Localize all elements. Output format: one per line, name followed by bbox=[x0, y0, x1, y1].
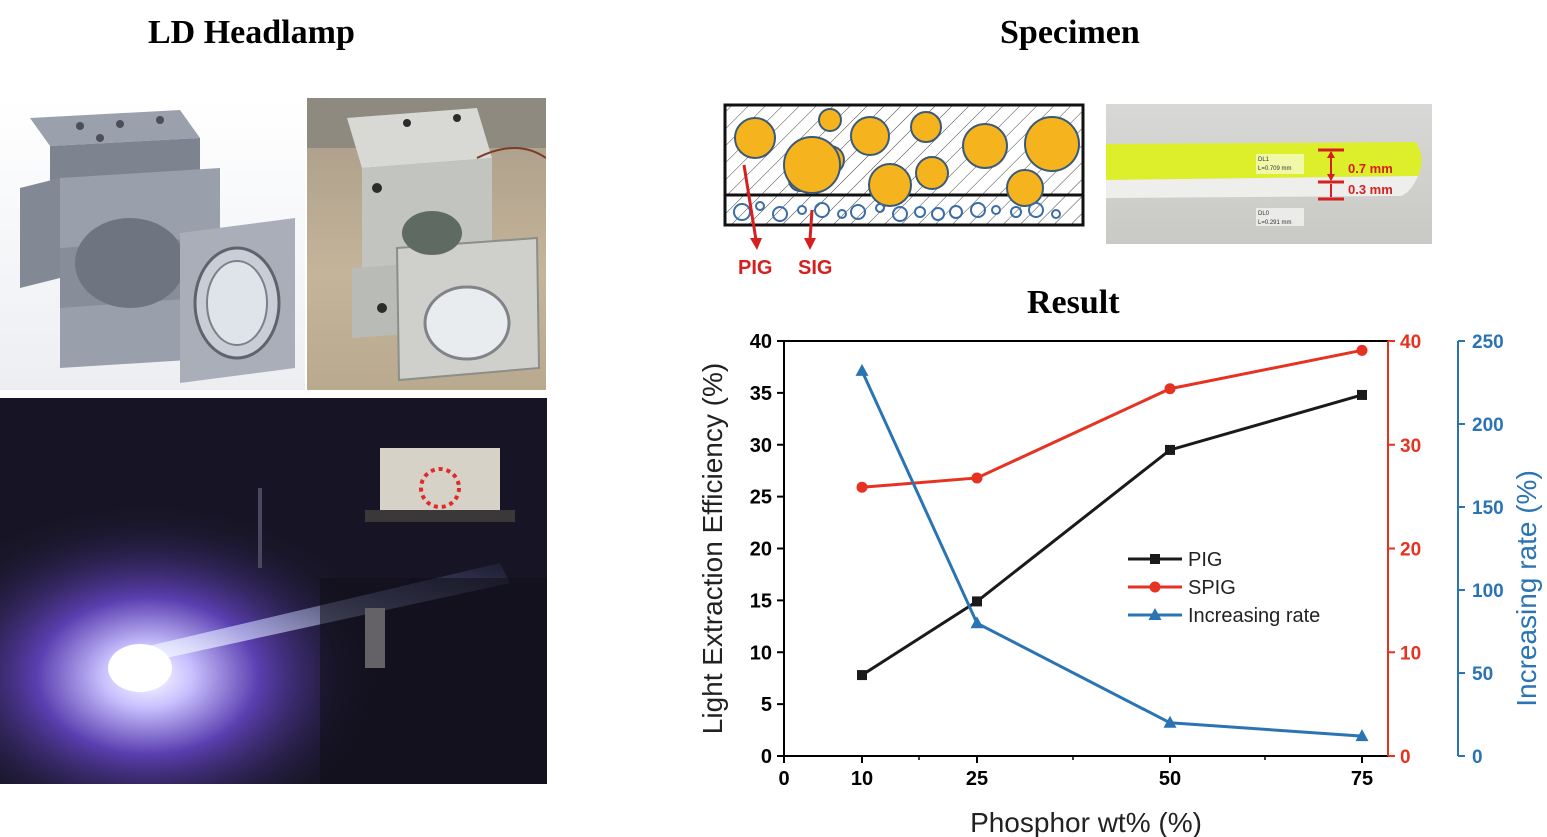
legend-label: SPIG bbox=[1188, 577, 1236, 599]
right2-tick-label: 0 bbox=[1472, 747, 1483, 768]
data-point-pig bbox=[1165, 444, 1175, 455]
legend-label: PIG bbox=[1188, 549, 1222, 571]
right1-tick-label: 30 bbox=[1400, 436, 1421, 457]
right1-tick-label: 40 bbox=[1400, 332, 1421, 353]
x-axis-label: Phosphor wt% (%) bbox=[970, 807, 1202, 837]
legend-marker bbox=[1150, 554, 1160, 564]
plot-frame bbox=[783, 340, 1389, 757]
data-point-spig bbox=[1164, 383, 1176, 395]
thickness-bottom: 0.3 mm bbox=[1348, 182, 1393, 197]
y-tick-label: 30 bbox=[750, 435, 772, 457]
micro-label-1b: L=0.709 mm bbox=[1258, 166, 1292, 172]
y-tick-label: 40 bbox=[750, 331, 772, 353]
legend-label: Increasing rate bbox=[1188, 605, 1320, 627]
data-point-pig bbox=[972, 596, 982, 607]
specimen-schematic: PIG SIG bbox=[720, 100, 1090, 285]
right2-tick-label: 250 bbox=[1472, 332, 1504, 353]
headlamp-photo bbox=[307, 98, 546, 390]
right1-tick-label: 20 bbox=[1400, 540, 1421, 561]
data-point-pig bbox=[1357, 389, 1367, 400]
data-point-increasing-rate bbox=[1355, 729, 1369, 742]
series-line-increasing-rate bbox=[860, 370, 1363, 738]
legend-marker bbox=[1148, 608, 1162, 620]
right2-tick-label: 150 bbox=[1472, 498, 1504, 519]
y-tick-label: 5 bbox=[761, 694, 772, 716]
x-tick-label: 75 bbox=[1351, 768, 1373, 790]
micro-label-1a: DL1 bbox=[1258, 157, 1270, 163]
y-axis-label: Light Extraction Efficiency (%) bbox=[697, 363, 728, 734]
micro-label-2b: L=0.291 mm bbox=[1258, 220, 1292, 226]
y-tick-label: 20 bbox=[750, 539, 772, 561]
series-line-spig bbox=[861, 348, 1363, 489]
right2-axis-label: Increasing rate (%) bbox=[1511, 470, 1542, 707]
headlamp-cad-render bbox=[0, 98, 305, 390]
thickness-top: 0.7 mm bbox=[1348, 161, 1393, 176]
scattering-particles bbox=[733, 201, 1061, 222]
x-tick-label: 0 bbox=[778, 768, 789, 790]
data-point-spig bbox=[856, 481, 868, 493]
right1-tick-label: 0 bbox=[1400, 747, 1411, 768]
phosphor-particles bbox=[734, 108, 1080, 207]
sig-label: SIG bbox=[798, 257, 832, 279]
data-point-increasing-rate bbox=[1163, 715, 1177, 728]
data-point-increasing-rate bbox=[855, 363, 869, 376]
data-point-spig bbox=[1356, 344, 1368, 356]
data-point-pig bbox=[857, 670, 867, 681]
data-point-spig bbox=[971, 472, 983, 484]
x-tick-label: 25 bbox=[966, 768, 988, 790]
y-tick-label: 10 bbox=[750, 642, 772, 664]
legend-marker bbox=[1149, 581, 1161, 593]
micro-label-2a: DL0 bbox=[1258, 211, 1270, 217]
right2-tick-label: 50 bbox=[1472, 664, 1493, 685]
headlamp-operation-photo bbox=[0, 398, 547, 784]
x-tick-label: 10 bbox=[851, 768, 873, 790]
y-tick-label: 25 bbox=[750, 487, 772, 509]
y-tick-label: 15 bbox=[750, 590, 772, 612]
y-tick-label: 35 bbox=[750, 383, 772, 405]
specimen-title: Specimen bbox=[1000, 14, 1140, 51]
right1-tick-label: 10 bbox=[1400, 643, 1421, 664]
result-title: Result bbox=[1027, 284, 1120, 321]
specimen-micrograph: DL1 L=0.709 mm DL0 L=0.291 mm 0.7 mm 0.3… bbox=[1106, 104, 1432, 244]
pig-label: PIG bbox=[738, 257, 772, 279]
right2-tick-label: 100 bbox=[1472, 581, 1504, 602]
data-point-increasing-rate bbox=[970, 616, 984, 629]
y-tick-label: 0 bbox=[761, 746, 772, 768]
right2-tick-label: 200 bbox=[1472, 415, 1504, 436]
x-tick-label: 50 bbox=[1159, 768, 1181, 790]
series-line-pig bbox=[861, 393, 1363, 677]
headlamp-title: LD Headlamp bbox=[148, 14, 355, 51]
